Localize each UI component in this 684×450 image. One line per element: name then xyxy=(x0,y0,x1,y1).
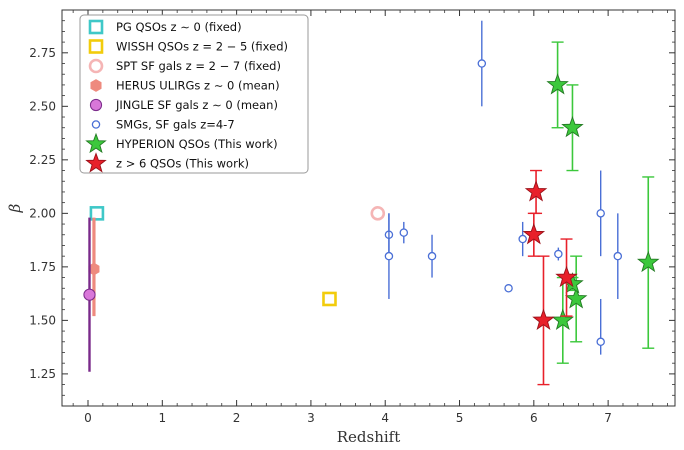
legend-frame xyxy=(79,14,309,174)
data-point xyxy=(524,180,548,202)
y-tick-label: 2.25 xyxy=(29,153,56,167)
series-3 xyxy=(88,217,100,317)
data-point xyxy=(322,291,337,307)
series-5 xyxy=(384,20,623,355)
data-point xyxy=(554,249,563,259)
data-point xyxy=(532,308,555,330)
series-0 xyxy=(89,206,105,221)
legend-entry-label: HYPERION QSOs (This work) xyxy=(116,137,278,151)
x-tick-label: 2 xyxy=(233,411,241,425)
legend-marker xyxy=(91,120,101,129)
x-tick-label: 4 xyxy=(381,411,389,425)
data-point xyxy=(83,288,96,301)
data-point xyxy=(518,234,527,244)
legend-marker xyxy=(88,19,104,35)
legend-entry-label: SPT SF gals z = 2 − 7 (fixed) xyxy=(116,59,281,73)
legend-entry-label: PG QSOs z ∼ 0 (fixed) xyxy=(116,20,242,34)
data-marks xyxy=(83,20,660,386)
series-7 xyxy=(522,169,578,386)
legend-entry-label: z > 6 QSOs (This work) xyxy=(116,157,249,171)
data-point xyxy=(551,308,575,330)
data-point xyxy=(555,265,578,288)
data-point xyxy=(522,222,546,245)
legend-marker xyxy=(88,58,104,74)
data-point xyxy=(504,284,513,293)
data-point xyxy=(477,59,487,68)
data-point xyxy=(561,115,584,138)
series-1 xyxy=(322,291,337,307)
series-2 xyxy=(370,206,386,221)
legend-entry-label: JINGLE SF gals z ∼ 0 (mean) xyxy=(115,98,278,112)
x-tick-label: 1 xyxy=(158,411,166,425)
legend-marker xyxy=(90,79,102,92)
plot-frame xyxy=(61,9,676,407)
legend-entry-label: WISSH QSOs z = 2 − 5 (fixed) xyxy=(116,40,288,54)
axes: 0 1 2 3 4 5 6 7 1.25 1.50 1.75 2.00 2.25 2.50 2.75 xyxy=(29,9,675,425)
x-tick-label: 3 xyxy=(307,411,315,425)
data-point xyxy=(596,209,605,218)
y-tick-label: 2.50 xyxy=(29,99,56,113)
x-tick-label: 7 xyxy=(604,411,612,425)
legend-entry-label: HERUS ULIRGs z ∼ 0 (mean) xyxy=(116,79,280,93)
y-tick-label: 1.25 xyxy=(29,367,56,381)
x-tick-label: 6 xyxy=(530,411,538,425)
data-point xyxy=(427,251,437,261)
data-point xyxy=(636,250,660,273)
data-point xyxy=(613,251,623,261)
x-axis-label: Redshift xyxy=(337,428,401,446)
series-6 xyxy=(546,41,660,364)
data-point xyxy=(399,228,409,237)
x-tick-label: 5 xyxy=(456,411,464,425)
legend-marker xyxy=(89,98,103,112)
legend-marker xyxy=(85,152,107,173)
y-tick-label: 1.75 xyxy=(29,260,56,274)
x-tick-label: 0 xyxy=(84,411,92,425)
data-point xyxy=(564,287,588,309)
y-tick-label: 2.00 xyxy=(29,206,56,220)
legend-marker xyxy=(85,132,107,154)
series-4 xyxy=(83,217,96,372)
data-point xyxy=(89,206,105,221)
legend-entry-label: SMGs, SF gals z=4-7 xyxy=(116,118,235,132)
y-tick-label: 2.75 xyxy=(29,46,56,60)
legend: PG QSOs z ∼ 0 (fixed) WISSH QSOs z = 2 − … xyxy=(79,14,309,174)
data-point xyxy=(384,251,394,261)
data-point xyxy=(596,337,605,347)
legend-marker xyxy=(88,39,104,54)
data-point xyxy=(370,206,386,221)
data-point xyxy=(546,73,569,95)
y-tick-label: 1.50 xyxy=(29,313,56,327)
y-axis-label: β xyxy=(6,203,24,213)
